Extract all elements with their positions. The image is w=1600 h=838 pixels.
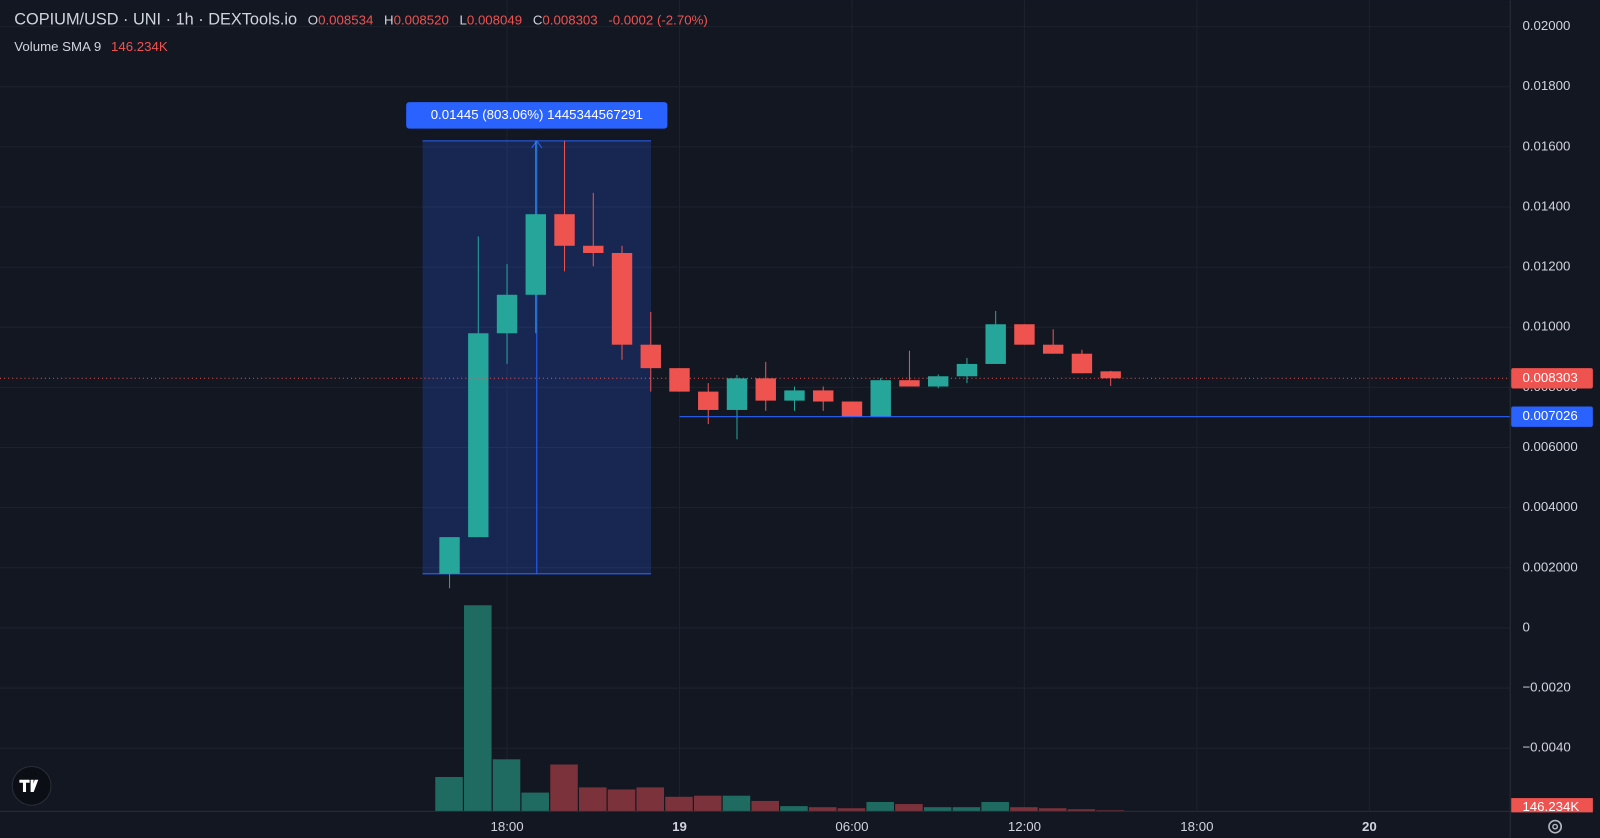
x-tick-label: 06:00 xyxy=(835,819,868,834)
candle-body xyxy=(985,324,1006,364)
volume-bar xyxy=(665,796,693,812)
candle-body xyxy=(669,368,690,392)
volume-bar xyxy=(1038,808,1067,812)
change: -0.0002 (-2.70%) xyxy=(608,12,707,27)
volume-label: Volume SMA 9 xyxy=(14,39,101,54)
y-tick-label: 0.006000 xyxy=(1522,439,1577,454)
volume-bar xyxy=(1067,809,1096,812)
y-tick-label: 0.004000 xyxy=(1522,499,1577,514)
volume-label-box xyxy=(1511,798,1593,813)
ohlc-label: O xyxy=(308,12,318,27)
volume-value: 146.234K xyxy=(111,39,168,54)
x-tick-label: 20 xyxy=(1362,819,1377,834)
volume-bar xyxy=(895,804,923,812)
price-label: 0.008303 xyxy=(1522,370,1577,385)
ohlc-value: 0.008534 xyxy=(318,12,373,27)
candle-body xyxy=(583,245,604,253)
volume-bar xyxy=(550,764,578,812)
candle-body xyxy=(956,363,978,377)
volume-bar xyxy=(780,806,808,812)
volume-bar xyxy=(722,795,751,812)
x-tick-label: 18:00 xyxy=(490,819,523,834)
volume-axis-label: 146.234K xyxy=(1522,799,1579,814)
y-tick-label: 0.01400 xyxy=(1522,198,1570,213)
candle-body xyxy=(1042,344,1064,354)
volume-bar xyxy=(492,759,521,812)
candle-body xyxy=(755,378,776,401)
volume-bar xyxy=(923,807,952,812)
legend-title: COPIUM/USD · UNI · 1h · DEXTools.io O0.0… xyxy=(14,11,708,29)
volume-bar xyxy=(693,795,722,812)
ohlc-value: 0.008520 xyxy=(394,12,449,27)
volume-bar xyxy=(578,787,607,812)
candle-body xyxy=(496,294,518,334)
y-tick-label: 0 xyxy=(1522,619,1529,634)
candle-body xyxy=(784,390,805,401)
plot: 0.01445 (803.06%) 1445344567291 xyxy=(0,0,1511,812)
candle-body xyxy=(468,333,489,538)
candle-body xyxy=(726,378,748,410)
volume-bar xyxy=(751,800,780,812)
volume-bar xyxy=(521,792,550,812)
y-tick-label: 0.02000 xyxy=(1522,18,1570,33)
candle-body xyxy=(525,214,546,295)
tv-logo xyxy=(11,765,52,806)
volume-bar xyxy=(981,801,1009,812)
price-label: 0.007026 xyxy=(1522,408,1577,423)
volume-bar xyxy=(435,776,463,812)
candle-body xyxy=(611,252,633,345)
measure-arrowhead xyxy=(531,139,543,149)
y-tick-label: 0.01000 xyxy=(1522,319,1570,334)
volume-bar xyxy=(1010,807,1038,812)
y-tick-label: 0.01800 xyxy=(1522,78,1570,93)
candle-body xyxy=(640,344,661,369)
candle-body xyxy=(927,376,949,387)
candle-body xyxy=(870,380,891,417)
candle-body xyxy=(813,390,834,402)
candle-body xyxy=(1014,324,1035,345)
price-label-box xyxy=(1511,406,1593,427)
volume-bar xyxy=(952,807,981,812)
volume-bar xyxy=(808,807,837,812)
candle-body xyxy=(698,391,719,410)
y-tick-label: 0.002000 xyxy=(1522,559,1577,574)
measure-label: 0.01445 (803.06%) 1445344567291 xyxy=(431,107,643,122)
y-tick-label: 0.01200 xyxy=(1522,259,1570,274)
volume-bar xyxy=(866,801,894,812)
candle-body xyxy=(439,537,460,574)
x-tick-label: 12:00 xyxy=(1008,819,1041,834)
volume-legend: Volume SMA 9 146.234K xyxy=(14,39,168,54)
ohlc-label: H xyxy=(384,12,394,27)
symbol: COPIUM/USD · UNI · 1h · DEXTools.io xyxy=(14,11,297,29)
candle-body xyxy=(554,214,575,246)
y-tick-label: −0.0040 xyxy=(1522,740,1570,755)
candle-body xyxy=(1100,371,1121,379)
y-tick-label: −0.0020 xyxy=(1522,680,1570,695)
x-tick-label: 19 xyxy=(672,819,687,834)
ohlc-label: L xyxy=(460,12,467,27)
price-label-box xyxy=(1511,368,1593,389)
volume-bar xyxy=(607,789,636,812)
ohlc-label: C xyxy=(533,12,543,27)
settings-icon[interactable] xyxy=(1548,819,1563,834)
y-tick-label: 0.01600 xyxy=(1522,138,1570,153)
volume-bar xyxy=(636,787,665,812)
volume-bar xyxy=(464,605,492,812)
x-tick-label: 18:00 xyxy=(1180,819,1213,834)
volume-bar xyxy=(837,808,866,812)
ohlc-value: 0.008049 xyxy=(467,12,522,27)
candle-body xyxy=(841,401,863,417)
candle-body xyxy=(899,380,920,387)
volume-bar xyxy=(1096,810,1124,812)
candle-body xyxy=(1071,353,1093,374)
measure-label-box xyxy=(406,102,668,129)
ohlc-value: 0.008303 xyxy=(542,12,597,27)
